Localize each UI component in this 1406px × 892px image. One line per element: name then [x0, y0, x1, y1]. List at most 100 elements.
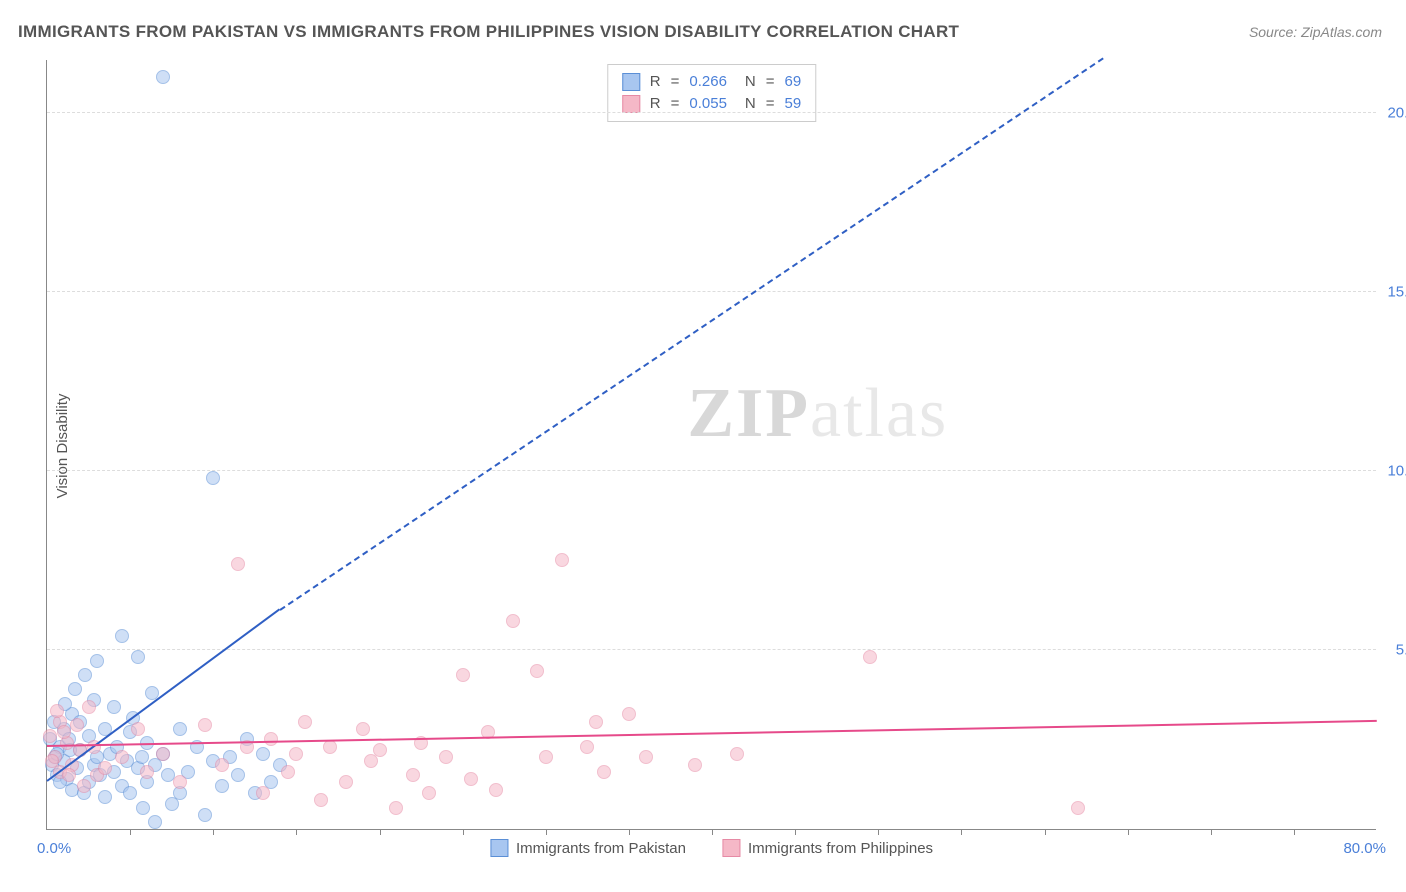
scatter-point	[389, 801, 403, 815]
scatter-point	[464, 772, 478, 786]
source-label: Source: ZipAtlas.com	[1249, 24, 1382, 40]
scatter-point	[206, 471, 220, 485]
x-tick	[795, 829, 796, 835]
x-tick	[546, 829, 547, 835]
bottom-legend: Immigrants from Pakistan Immigrants from…	[490, 839, 933, 857]
scatter-point	[90, 654, 104, 668]
swatch-philippines	[622, 95, 640, 113]
scatter-point	[555, 553, 569, 567]
x-tick	[961, 829, 962, 835]
legend-label: Immigrants from Philippines	[748, 840, 933, 857]
scatter-point	[131, 722, 145, 736]
scatter-point	[339, 775, 353, 789]
scatter-point	[314, 793, 328, 807]
scatter-point	[456, 668, 470, 682]
scatter-point	[156, 747, 170, 761]
scatter-point	[231, 768, 245, 782]
scatter-point	[198, 718, 212, 732]
scatter-point	[45, 754, 59, 768]
legend-item-pakistan: Immigrants from Pakistan	[490, 839, 686, 857]
plot-area: ZIPatlas R = 0.266 N = 69 R = 0.055 N = …	[46, 60, 1376, 830]
scatter-point	[215, 758, 229, 772]
scatter-point	[173, 775, 187, 789]
x-tick	[380, 829, 381, 835]
x-origin-label: 0.0%	[37, 840, 71, 857]
scatter-point	[281, 765, 295, 779]
watermark: ZIPatlas	[687, 374, 948, 454]
scatter-point	[98, 790, 112, 804]
scatter-point	[231, 557, 245, 571]
gridline	[47, 470, 1376, 471]
scatter-point	[68, 682, 82, 696]
scatter-point	[298, 715, 312, 729]
scatter-point	[1071, 801, 1085, 815]
x-tick	[130, 829, 131, 835]
scatter-point	[256, 786, 270, 800]
scatter-point	[863, 650, 877, 664]
x-tick	[878, 829, 879, 835]
scatter-point	[57, 725, 71, 739]
swatch-pakistan	[490, 839, 508, 857]
swatch-philippines	[722, 839, 740, 857]
scatter-point	[597, 765, 611, 779]
scatter-point	[439, 750, 453, 764]
y-tick-label: 10.0%	[1387, 462, 1406, 479]
scatter-point	[289, 747, 303, 761]
y-tick-label: 15.0%	[1387, 283, 1406, 300]
scatter-point	[115, 629, 129, 643]
scatter-point	[198, 808, 212, 822]
legend-label: Immigrants from Pakistan	[516, 840, 686, 857]
scatter-point	[70, 718, 84, 732]
scatter-point	[148, 815, 162, 829]
x-tick	[1128, 829, 1129, 835]
gridline	[47, 291, 1376, 292]
scatter-point	[131, 650, 145, 664]
scatter-point	[406, 768, 420, 782]
scatter-point	[422, 786, 436, 800]
trend-line-dash	[279, 57, 1103, 610]
scatter-point	[539, 750, 553, 764]
scatter-point	[589, 715, 603, 729]
scatter-point	[156, 70, 170, 84]
scatter-point	[688, 758, 702, 772]
scatter-point	[173, 722, 187, 736]
scatter-point	[356, 722, 370, 736]
stats-legend-box: R = 0.266 N = 69 R = 0.055 N = 59	[607, 64, 816, 122]
stats-row-pakistan: R = 0.266 N = 69	[622, 71, 801, 93]
scatter-point	[580, 740, 594, 754]
scatter-point	[136, 801, 150, 815]
y-tick-label: 20.0%	[1387, 104, 1406, 121]
scatter-point	[639, 750, 653, 764]
scatter-point	[530, 664, 544, 678]
scatter-point	[77, 779, 91, 793]
chart-container: IMMIGRANTS FROM PAKISTAN VS IMMIGRANTS F…	[0, 0, 1406, 892]
scatter-point	[489, 783, 503, 797]
scatter-point	[62, 768, 76, 782]
x-tick	[712, 829, 713, 835]
x-tick	[296, 829, 297, 835]
scatter-point	[730, 747, 744, 761]
scatter-point	[50, 704, 64, 718]
scatter-point	[107, 700, 121, 714]
scatter-point	[622, 707, 636, 721]
scatter-point	[373, 743, 387, 757]
x-tick	[1211, 829, 1212, 835]
scatter-point	[215, 779, 229, 793]
x-tick	[1045, 829, 1046, 835]
x-tick	[1294, 829, 1295, 835]
scatter-point	[43, 729, 57, 743]
x-tick	[213, 829, 214, 835]
scatter-point	[264, 732, 278, 746]
chart-title: IMMIGRANTS FROM PAKISTAN VS IMMIGRANTS F…	[18, 22, 959, 42]
scatter-point	[98, 761, 112, 775]
scatter-point	[256, 747, 270, 761]
scatter-point	[123, 786, 137, 800]
y-tick-label: 5.0%	[1396, 641, 1406, 658]
scatter-point	[115, 750, 129, 764]
x-tick	[463, 829, 464, 835]
scatter-point	[82, 700, 96, 714]
scatter-point	[135, 750, 149, 764]
x-max-label: 80.0%	[1343, 840, 1386, 857]
x-tick	[629, 829, 630, 835]
scatter-point	[78, 668, 92, 682]
